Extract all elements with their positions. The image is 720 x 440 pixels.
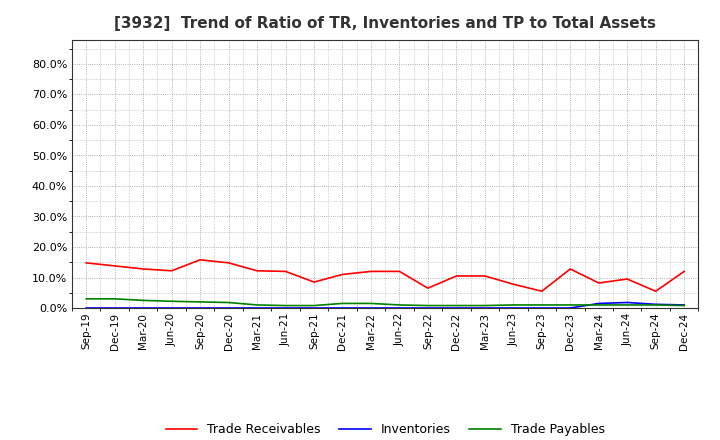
- Trade Receivables: [452, 273, 461, 279]
- Inventories: [680, 302, 688, 308]
- Trade Payables: [338, 301, 347, 306]
- Trade Payables: [196, 299, 204, 304]
- Trade Payables: [139, 298, 148, 303]
- Trade Payables: [595, 302, 603, 308]
- Inventories: [167, 305, 176, 311]
- Line: Trade Payables: Trade Payables: [86, 299, 684, 305]
- Inventories: [282, 305, 290, 311]
- Trade Receivables: [338, 272, 347, 277]
- Trade Receivables: [595, 280, 603, 286]
- Inventories: [595, 301, 603, 306]
- Inventories: [253, 305, 261, 311]
- Trade Payables: [110, 296, 119, 301]
- Trade Receivables: [509, 282, 518, 287]
- Trade Receivables: [566, 266, 575, 271]
- Inventories: [338, 305, 347, 311]
- Trade Payables: [452, 303, 461, 308]
- Trade Receivables: [480, 273, 489, 279]
- Line: Trade Receivables: Trade Receivables: [86, 260, 684, 291]
- Trade Receivables: [167, 268, 176, 273]
- Inventories: [566, 305, 575, 311]
- Trade Receivables: [82, 260, 91, 265]
- Trade Payables: [480, 303, 489, 308]
- Inventories: [509, 305, 518, 311]
- Title: [3932]  Trend of Ratio of TR, Inventories and TP to Total Assets: [3932] Trend of Ratio of TR, Inventories…: [114, 16, 656, 32]
- Inventories: [652, 302, 660, 307]
- Trade Receivables: [395, 269, 404, 274]
- Trade Payables: [566, 302, 575, 308]
- Trade Receivables: [366, 269, 375, 274]
- Trade Payables: [82, 296, 91, 301]
- Trade Receivables: [310, 279, 318, 285]
- Trade Receivables: [423, 286, 432, 291]
- Trade Payables: [623, 302, 631, 308]
- Trade Receivables: [225, 260, 233, 265]
- Trade Receivables: [282, 269, 290, 274]
- Inventories: [82, 305, 91, 311]
- Trade Payables: [253, 302, 261, 308]
- Trade Payables: [225, 300, 233, 305]
- Trade Receivables: [680, 269, 688, 274]
- Inventories: [480, 305, 489, 311]
- Inventories: [225, 305, 233, 311]
- Inventories: [537, 305, 546, 311]
- Inventories: [310, 305, 318, 311]
- Trade Payables: [395, 302, 404, 308]
- Inventories: [366, 305, 375, 311]
- Legend: Trade Receivables, Inventories, Trade Payables: Trade Receivables, Inventories, Trade Pa…: [161, 418, 610, 440]
- Trade Payables: [509, 302, 518, 308]
- Trade Receivables: [623, 276, 631, 282]
- Inventories: [110, 305, 119, 311]
- Trade Receivables: [196, 257, 204, 262]
- Trade Receivables: [652, 289, 660, 294]
- Trade Payables: [423, 303, 432, 308]
- Trade Payables: [167, 299, 176, 304]
- Trade Payables: [680, 303, 688, 308]
- Trade Payables: [652, 302, 660, 308]
- Inventories: [139, 305, 148, 311]
- Trade Receivables: [537, 289, 546, 294]
- Trade Payables: [366, 301, 375, 306]
- Trade Receivables: [253, 268, 261, 273]
- Line: Inventories: Inventories: [86, 303, 684, 308]
- Trade Receivables: [110, 263, 119, 268]
- Inventories: [452, 305, 461, 311]
- Inventories: [623, 300, 631, 305]
- Trade Payables: [282, 303, 290, 308]
- Trade Receivables: [139, 266, 148, 271]
- Inventories: [196, 305, 204, 311]
- Trade Payables: [310, 303, 318, 308]
- Inventories: [423, 305, 432, 311]
- Inventories: [395, 305, 404, 311]
- Trade Payables: [537, 302, 546, 308]
